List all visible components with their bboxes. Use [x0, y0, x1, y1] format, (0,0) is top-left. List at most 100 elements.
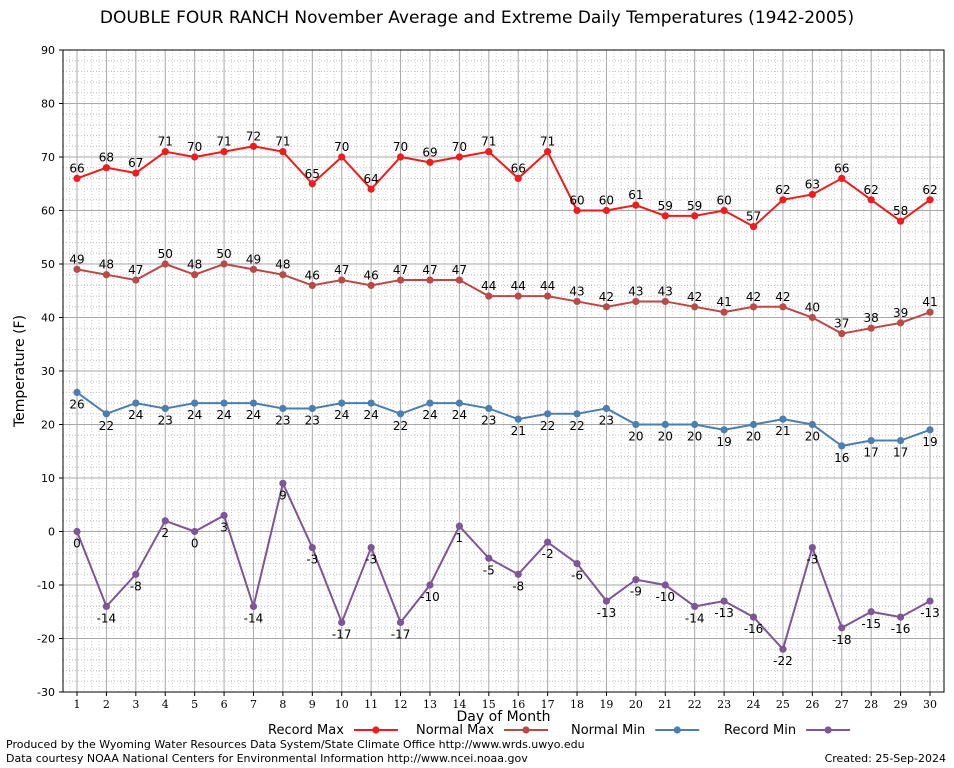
data-point: [220, 148, 228, 156]
series-layer: 66 68 67 71 70 71 72 71 65 70 64 70 69 70 71 66 71 60 60 61…: [69, 129, 939, 668]
data-point: [602, 303, 611, 311]
data-point: [808, 420, 816, 429]
data-point: [73, 388, 81, 396]
data-label: -17: [391, 627, 411, 641]
data-point: [573, 206, 581, 215]
data-label: 46: [363, 268, 378, 282]
data-point: [249, 265, 258, 273]
data-label: 23: [305, 413, 320, 427]
data-label: 62: [864, 183, 879, 197]
data-label: 71: [216, 135, 231, 149]
data-label: -5: [483, 563, 495, 577]
data-label: 41: [922, 295, 937, 309]
data-label: 63: [805, 177, 820, 191]
data-label: 71: [540, 135, 555, 149]
data-point: [367, 185, 375, 193]
x-tick-label: 21: [658, 698, 672, 711]
data-label: 70: [334, 140, 349, 154]
data-label: 57: [746, 210, 761, 224]
series-normal-min: 26 22 24 23 24 24 24 23 23 24 24 22 24 24 23 21 22 22 23 20…: [69, 388, 938, 465]
data-point: [602, 404, 611, 413]
legend-label: Record Max: [268, 723, 344, 738]
data-point: [308, 543, 316, 552]
data-point: [161, 260, 169, 268]
data-label: 44: [481, 279, 496, 293]
legend-label: Normal Max: [416, 723, 494, 738]
data-point: [73, 265, 81, 273]
data-label: 40: [805, 301, 820, 315]
data-point: [308, 281, 316, 289]
x-tick-label: 8: [279, 698, 286, 711]
data-label: 70: [393, 140, 408, 154]
data-point: [485, 148, 493, 156]
data-label: 72: [246, 129, 261, 143]
data-point: [396, 618, 405, 627]
x-tick-label: 7: [250, 698, 257, 711]
data-point: [808, 190, 816, 199]
data-point: [279, 271, 287, 279]
data-label: 42: [687, 290, 702, 304]
data-label: 47: [393, 263, 408, 277]
data-point: [514, 415, 522, 423]
data-point: [691, 303, 699, 311]
y-tick-label: 0: [48, 526, 55, 539]
data-point: [73, 174, 81, 182]
data-label: 47: [422, 263, 437, 277]
data-point: [632, 420, 640, 429]
data-point: [632, 576, 640, 584]
data-label: 17: [864, 446, 879, 460]
data-point: [544, 148, 552, 156]
y-tick-label: -30: [37, 686, 55, 699]
data-label: 24: [452, 408, 467, 422]
data-point: [279, 479, 287, 487]
data-point: [602, 206, 611, 215]
data-label: 66: [511, 161, 526, 175]
data-point: [220, 511, 228, 520]
data-label: -8: [130, 579, 142, 593]
data-point: [896, 436, 905, 445]
data-label: 43: [658, 284, 673, 298]
data-label: 70: [187, 140, 202, 154]
x-tick-label: 26: [805, 698, 819, 711]
data-point: [396, 410, 405, 418]
data-label: 61: [628, 188, 643, 202]
data-point: [367, 281, 375, 289]
data-label: -13: [920, 606, 940, 620]
data-label: -13: [597, 606, 617, 620]
data-point: [602, 597, 611, 605]
data-label: 24: [128, 408, 143, 422]
data-point: [749, 420, 758, 429]
data-point: [308, 404, 316, 413]
series-normal-max: 49 48 47 50 48 50 49 48 46 47 46 47 47 47 44 44 44 43 42 43…: [69, 247, 938, 338]
data-point: [661, 212, 669, 220]
x-tick-label: 6: [221, 698, 228, 711]
data-label: -8: [512, 579, 524, 593]
data-label: 21: [775, 424, 790, 438]
x-tick-label: 28: [864, 698, 878, 711]
data-point: [926, 196, 934, 204]
data-label: -3: [806, 553, 818, 567]
data-label: 43: [569, 284, 584, 298]
data-label: 66: [834, 161, 849, 175]
data-point: [544, 292, 552, 300]
data-label: 22: [99, 419, 114, 433]
data-point: [720, 426, 728, 434]
data-point: [338, 399, 346, 407]
data-point: [808, 543, 816, 552]
x-tick-label: 19: [599, 698, 613, 711]
data-point: [544, 538, 552, 546]
data-point: [455, 522, 463, 530]
legend-swatch-marker: [673, 726, 681, 734]
y-tick-label: 60: [41, 205, 55, 218]
data-point: [514, 570, 522, 578]
data-label: 42: [746, 290, 761, 304]
data-label: 23: [275, 413, 290, 427]
data-point: [73, 527, 81, 536]
y-tick-label: -10: [37, 579, 55, 592]
data-label: 59: [658, 199, 673, 213]
data-label: 19: [716, 435, 731, 449]
data-label: 60: [716, 194, 731, 208]
data-point: [573, 297, 581, 306]
y-tick-label: 70: [41, 151, 55, 164]
data-label: 3: [220, 520, 228, 534]
